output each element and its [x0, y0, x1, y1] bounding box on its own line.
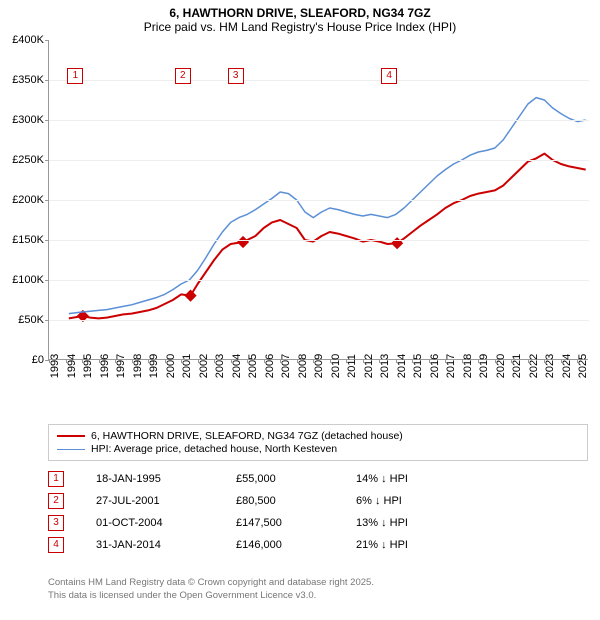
y-tick-label: £0: [32, 354, 44, 366]
y-tick-label: £100K: [12, 274, 44, 286]
row-price: £55,000: [236, 473, 356, 485]
series-hpi: [69, 98, 586, 314]
y-tick-label: £300K: [12, 114, 44, 126]
chart-area: £0£50K£100K£150K£200K£250K£300K£350K£400…: [48, 40, 588, 390]
row-marker: 2: [48, 493, 64, 509]
row-price: £80,500: [236, 495, 356, 507]
legend-swatch: [57, 449, 85, 450]
callout-box-1: 1: [67, 68, 83, 84]
row-marker: 3: [48, 515, 64, 531]
legend-swatch: [57, 435, 85, 437]
footer-attribution: Contains HM Land Registry data © Crown c…: [48, 577, 374, 602]
y-tick-label: £400K: [12, 34, 44, 46]
legend: 6, HAWTHORN DRIVE, SLEAFORD, NG34 7GZ (d…: [48, 424, 588, 461]
callout-box-2: 2: [175, 68, 191, 84]
row-date: 31-JAN-2014: [96, 539, 236, 551]
chart-title: 6, HAWTHORN DRIVE, SLEAFORD, NG34 7GZ Pr…: [0, 0, 600, 36]
title-address: 6, HAWTHORN DRIVE, SLEAFORD, NG34 7GZ: [0, 6, 600, 20]
x-tick-label: 2025: [577, 354, 600, 378]
y-tick-label: £250K: [12, 154, 44, 166]
row-date: 18-JAN-1995: [96, 473, 236, 485]
row-date: 27-JUL-2001: [96, 495, 236, 507]
callout-box-3: 3: [228, 68, 244, 84]
footer-line1: Contains HM Land Registry data © Crown c…: [48, 577, 374, 589]
table-row: 3 01-OCT-2004£147,50013% ↓ HPI: [48, 512, 588, 534]
row-date: 01-OCT-2004: [96, 517, 236, 529]
price-table: 1 18-JAN-1995£55,00014% ↓ HPI 2 27-JUL-2001…: [48, 468, 588, 556]
price-marker-2: [185, 290, 196, 301]
row-hpi: 21% ↓ HPI: [356, 539, 476, 551]
row-marker: 4: [48, 537, 64, 553]
legend-label: 6, HAWTHORN DRIVE, SLEAFORD, NG34 7GZ (d…: [91, 430, 403, 442]
table-row: 1 18-JAN-1995£55,00014% ↓ HPI: [48, 468, 588, 490]
y-tick-label: £200K: [12, 194, 44, 206]
legend-label: HPI: Average price, detached house, Nort…: [91, 443, 337, 455]
series-price_paid: [69, 154, 586, 319]
plot-region: £0£50K£100K£150K£200K£250K£300K£350K£400…: [48, 40, 588, 360]
table-row: 2 27-JUL-2001£80,5006% ↓ HPI: [48, 490, 588, 512]
row-price: £147,500: [236, 517, 356, 529]
row-hpi: 14% ↓ HPI: [356, 473, 476, 485]
title-subtitle: Price paid vs. HM Land Registry's House …: [0, 20, 600, 34]
table-row: 4 31-JAN-2014£146,00021% ↓ HPI: [48, 534, 588, 556]
row-price: £146,000: [236, 539, 356, 551]
footer-line2: This data is licensed under the Open Gov…: [48, 590, 374, 602]
row-hpi: 13% ↓ HPI: [356, 517, 476, 529]
legend-item: 6, HAWTHORN DRIVE, SLEAFORD, NG34 7GZ (d…: [57, 430, 579, 442]
row-hpi: 6% ↓ HPI: [356, 495, 476, 507]
callout-box-4: 4: [381, 68, 397, 84]
y-tick-label: £150K: [12, 234, 44, 246]
price-marker-3: [238, 237, 249, 248]
y-tick-label: £50K: [18, 314, 44, 326]
y-tick-label: £350K: [12, 74, 44, 86]
legend-item: HPI: Average price, detached house, Nort…: [57, 443, 579, 455]
row-marker: 1: [48, 471, 64, 487]
